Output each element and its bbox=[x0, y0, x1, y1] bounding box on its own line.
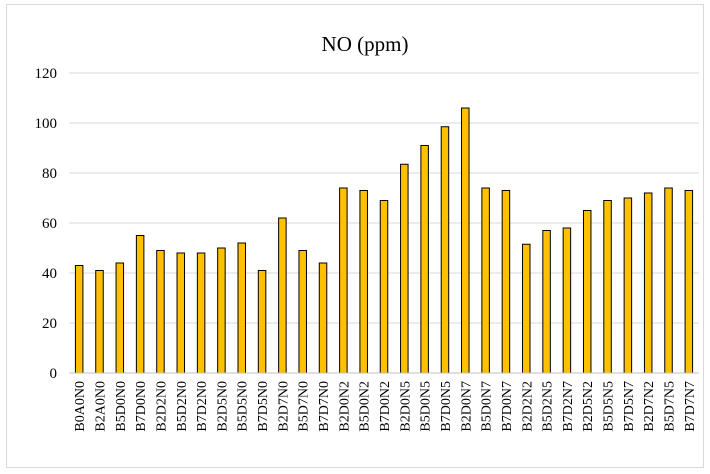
x-tick-label: B7D2N0 bbox=[195, 381, 210, 432]
x-tick-label: B5D5N5 bbox=[602, 381, 617, 432]
y-tick-label: 60 bbox=[42, 216, 57, 232]
bar bbox=[318, 262, 328, 374]
x-tick-label: B5D5N0 bbox=[236, 381, 251, 432]
x-tick-label: B2D7N0 bbox=[276, 381, 291, 432]
bar bbox=[217, 247, 226, 374]
x-tick-label: B5D7N5 bbox=[663, 381, 678, 432]
x-tick-label: B2D5N0 bbox=[215, 381, 230, 432]
x-tick-label: B2D0N7 bbox=[459, 381, 474, 432]
y-tick-label: 100 bbox=[35, 116, 58, 132]
bar bbox=[379, 200, 389, 374]
y-tick-label: 0 bbox=[50, 366, 58, 382]
x-tick-label: B5D2N5 bbox=[541, 381, 556, 432]
x-tick-label: B7D0N0 bbox=[134, 381, 149, 432]
x-tick-label: B2D0N2 bbox=[337, 381, 352, 432]
bar bbox=[440, 126, 450, 374]
x-tick-label: B5D0N7 bbox=[480, 381, 495, 432]
bar bbox=[156, 250, 165, 374]
bar bbox=[359, 190, 368, 374]
bar bbox=[74, 265, 84, 374]
y-tick-label: 80 bbox=[42, 166, 57, 182]
chart-title: NO (ppm) bbox=[322, 32, 409, 56]
x-tick-label: B2D2N2 bbox=[520, 381, 535, 432]
bar bbox=[339, 187, 348, 374]
x-tick-label: B7D7N0 bbox=[317, 381, 332, 432]
x-tick-label: B2A0N0 bbox=[93, 381, 108, 432]
x-tick-label: B5D2N0 bbox=[175, 381, 190, 432]
bar bbox=[664, 187, 673, 374]
bar bbox=[176, 252, 186, 374]
bar bbox=[95, 270, 104, 374]
bar bbox=[298, 250, 307, 374]
bar-chart: NO (ppm) 0 20 40 60 80 100 120 B0A0N0 B2A0N0 B5D… bbox=[35, 32, 699, 432]
y-tick-label: 40 bbox=[42, 266, 57, 282]
bar bbox=[522, 243, 531, 374]
x-tick-label: B7D0N2 bbox=[378, 381, 393, 432]
y-tick-label: 20 bbox=[42, 316, 57, 332]
bar bbox=[237, 242, 246, 374]
bar bbox=[562, 227, 572, 374]
bar bbox=[501, 190, 511, 374]
bar bbox=[278, 217, 287, 374]
bar bbox=[582, 210, 592, 374]
bar bbox=[542, 230, 551, 374]
bar bbox=[684, 190, 694, 374]
x-tick-label: B7D0N5 bbox=[439, 381, 454, 432]
bar bbox=[643, 192, 653, 374]
bars bbox=[74, 107, 694, 374]
bar bbox=[420, 145, 429, 374]
bar bbox=[623, 197, 633, 374]
bar bbox=[135, 235, 145, 374]
chart-area: NO (ppm) 0 20 40 60 80 100 120 B0A0N0 B2A0N0 B5D… bbox=[6, 4, 704, 468]
x-tick-label: B7D0N7 bbox=[500, 381, 515, 432]
bar bbox=[603, 200, 612, 374]
y-tick-label: 120 bbox=[35, 66, 58, 82]
bar bbox=[400, 163, 409, 374]
bar bbox=[257, 270, 267, 374]
x-tick-label: B0A0N0 bbox=[73, 381, 88, 432]
x-tick-label: B5D7N0 bbox=[297, 381, 312, 432]
bar bbox=[461, 107, 470, 374]
bar bbox=[196, 252, 206, 374]
y-axis-ticks: 0 20 40 60 80 100 120 bbox=[35, 66, 58, 382]
x-tick-label: B7D5N0 bbox=[256, 381, 271, 432]
x-tick-label: B2D7N2 bbox=[642, 381, 657, 432]
x-tick-label: B7D7N7 bbox=[683, 381, 698, 432]
x-tick-label: B2D2N0 bbox=[154, 381, 169, 432]
bar bbox=[481, 187, 490, 374]
x-tick-label: B7D2N7 bbox=[561, 381, 576, 432]
x-tick-label: B7D5N7 bbox=[622, 381, 637, 432]
x-axis-ticks: B0A0N0 B2A0N0 B5D0N0 B7D0N0 B2D2N0 B5D2N0 B7D2… bbox=[73, 381, 698, 432]
x-tick-label: B2D0N5 bbox=[398, 381, 413, 432]
x-tick-label: B5D0N2 bbox=[358, 381, 373, 432]
bar bbox=[115, 262, 125, 374]
x-tick-label: B5D0N5 bbox=[419, 381, 434, 432]
x-tick-label: B2D5N2 bbox=[581, 381, 596, 432]
x-tick-label: B5D0N0 bbox=[114, 381, 129, 432]
